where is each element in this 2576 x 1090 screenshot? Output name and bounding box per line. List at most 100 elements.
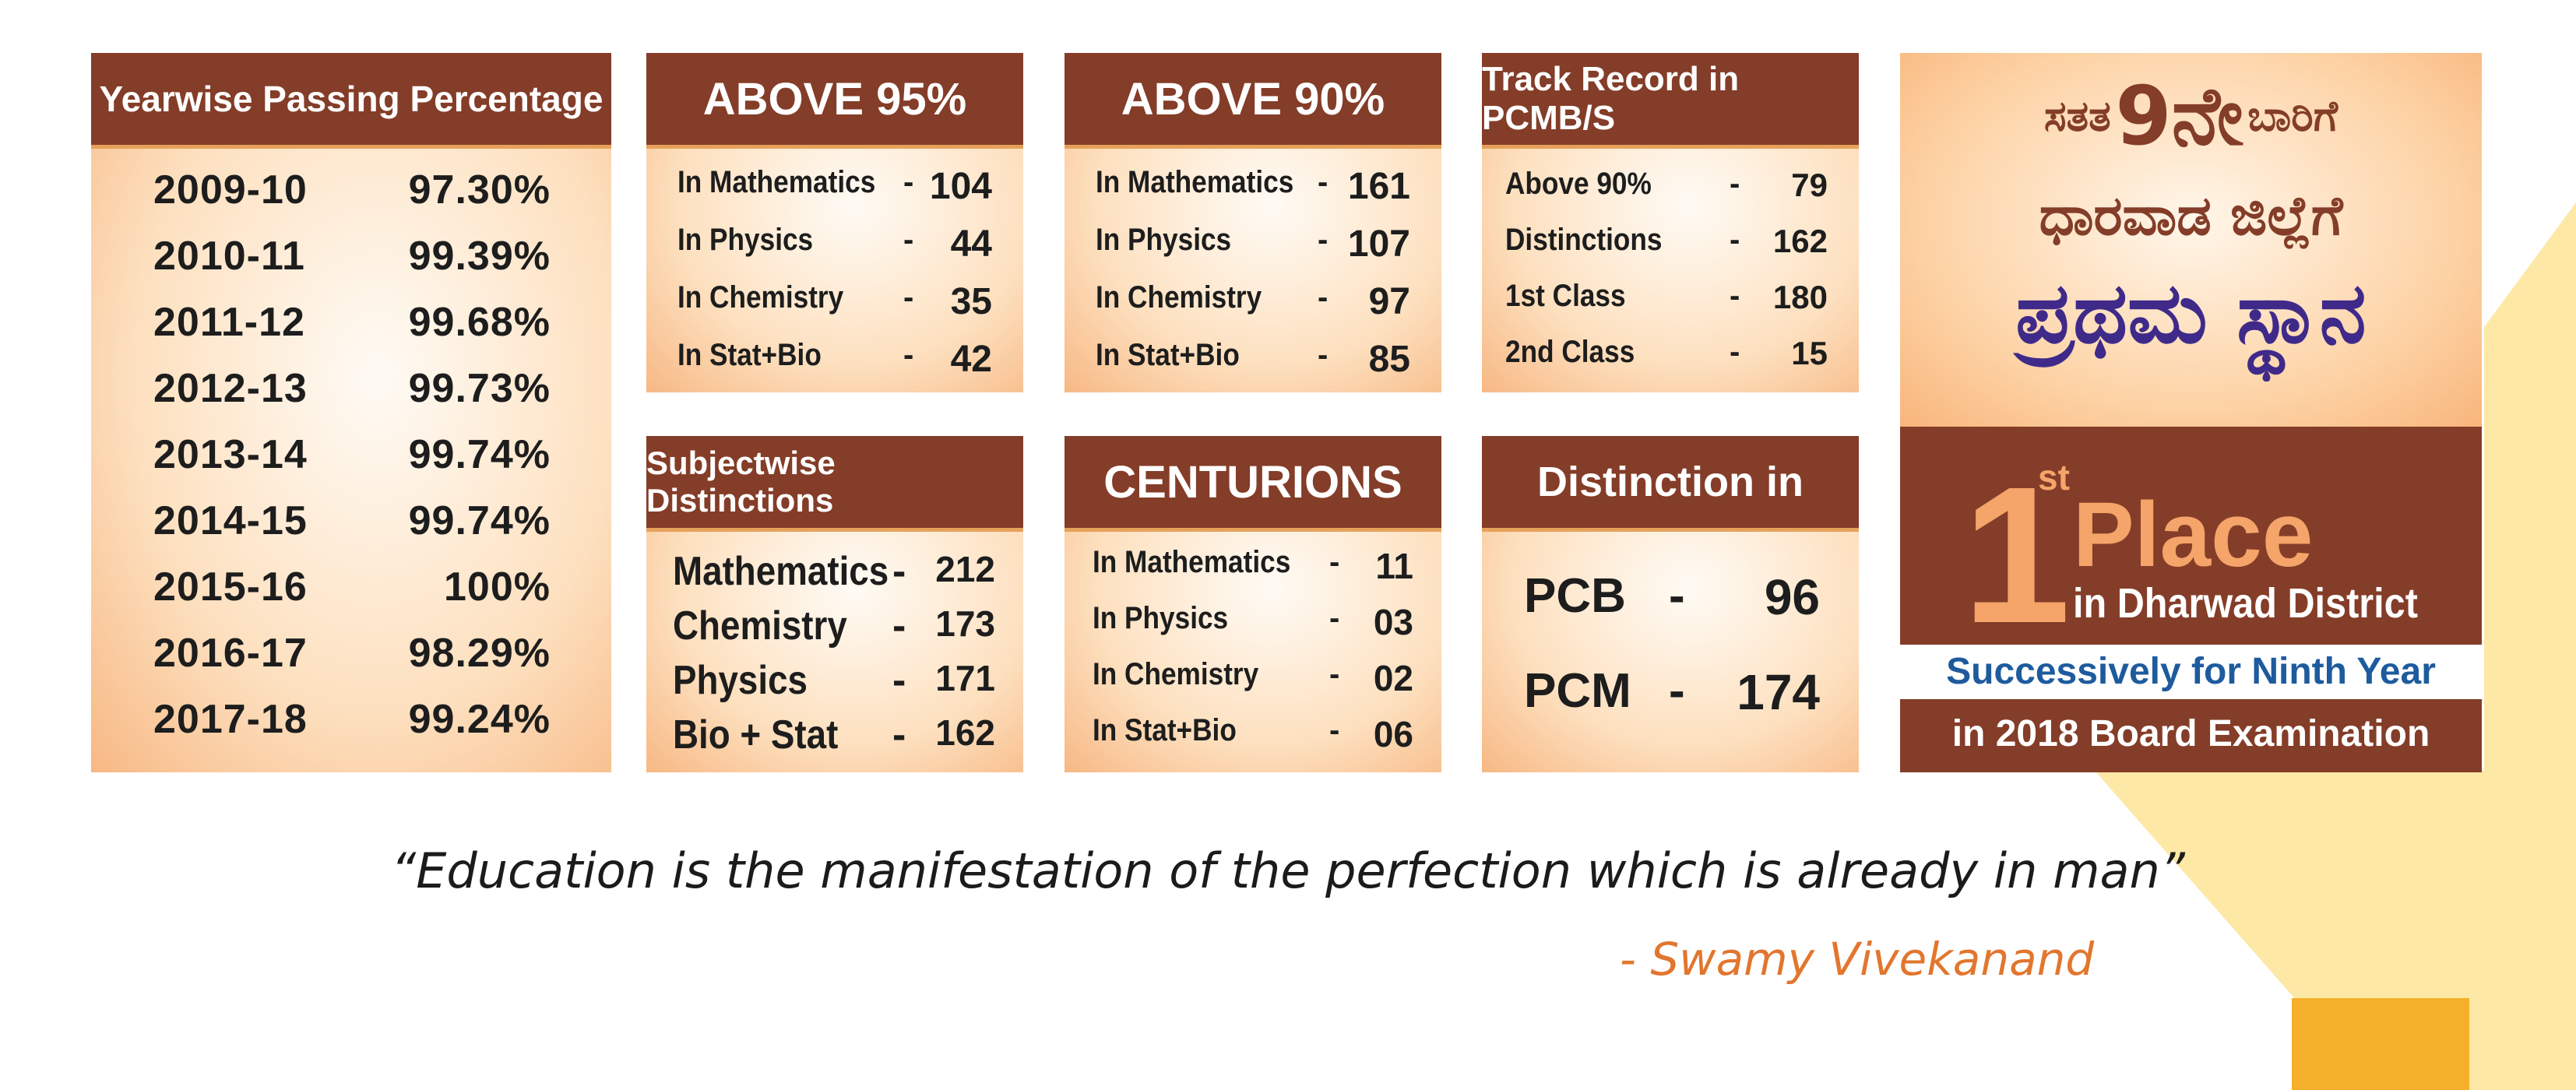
subjectwise-row: Mathematics -212 <box>646 548 1023 603</box>
row-dash: - <box>1669 664 1685 718</box>
kannada-line-1: ಸತತ 9ನೇ ಬಾರಿಗೆ <box>2043 69 2338 164</box>
track-row: 2nd Class - 15 <box>1482 335 1859 391</box>
year-row: 2017-18 99.24% <box>153 697 551 742</box>
track-row: Above 90% - 79 <box>1482 167 1859 223</box>
row-label: In Mathematics <box>1096 165 1294 199</box>
row-dash: - <box>892 603 906 649</box>
row-value: 212 <box>935 549 995 589</box>
row-dash: - <box>903 280 914 315</box>
quote-author: - Swamy Vivekanand <box>1620 933 2095 986</box>
row-label: Bio + Stat <box>673 712 839 758</box>
kannada-line-2: ಧಾರವಾಡ ಜಿಲ್ಲೆಗೆ <box>2039 184 2343 248</box>
row-label: Above 90% <box>1505 167 1652 201</box>
first-place-banner: 1 st Place in Dharwad District Successiv… <box>1900 427 2482 772</box>
row-label: In Chemistry <box>1096 280 1262 315</box>
track-record-card: Track Record in PCMB/S <box>1482 53 1859 392</box>
above-95-card: ABOVE 95% <box>646 53 1023 392</box>
centurions-row: In Chemistry -02 <box>1065 657 1441 713</box>
subjectwise-title: Subjectwise Distinctions <box>646 436 1023 532</box>
row-label: Chemistry <box>673 603 847 649</box>
row-dash: - <box>1730 167 1740 201</box>
kannada-banner: ಸತತ 9ನೇ ಬಾರಿಗೆ ಧಾರವಾಡ ಜಿಲ್ಲೆಗೆ ಪ್ರಥಮ ಸ್ಥ… <box>1900 53 2482 427</box>
quote-text: “Education is the manifestation of the p… <box>391 842 2185 899</box>
year-row: 2015-16 100% <box>153 564 551 610</box>
row-value: 96 <box>1764 569 1820 625</box>
row-dash: - <box>1329 713 1340 747</box>
row-label: 2nd Class <box>1505 335 1635 369</box>
row-dash: - <box>1730 335 1740 369</box>
subjectwise-row: Physics -171 <box>646 657 1023 712</box>
year-row: 2013-14 99.74% <box>153 432 551 477</box>
row-dash: - <box>903 223 914 257</box>
distinction-card: Distinction in <box>1482 436 1859 772</box>
centurions-row: In Mathematics - 11 <box>1065 545 1441 601</box>
row-label: Distinctions <box>1505 223 1663 257</box>
row-label: In Mathematics <box>1093 545 1291 579</box>
centurions-title: CENTURIONS <box>1065 436 1441 532</box>
district-text: in Dharwad District <box>2073 580 2418 627</box>
year-row: 2010-11 99.39% <box>153 234 551 279</box>
row-label: Physics <box>673 658 808 703</box>
row-value: 161 <box>1347 166 1410 207</box>
row-dash: - <box>1318 223 1328 257</box>
row-value: 174 <box>1737 664 1820 720</box>
row-value: 11 <box>1375 546 1413 586</box>
above-95-title: ABOVE 95% <box>646 53 1023 149</box>
first-number: 1 <box>1962 446 2071 663</box>
row-label: In Physics <box>1093 601 1229 635</box>
row-value: 162 <box>935 712 995 753</box>
row-dash: - <box>1318 165 1328 199</box>
row-label: In Physics <box>1096 223 1232 257</box>
track-row: Distinctions -162 <box>1482 223 1859 279</box>
row-value: 97 <box>1368 281 1410 322</box>
track-record-title: Track Record in PCMB/S <box>1482 53 1859 149</box>
above95-row: In Physics - 44 <box>646 223 1023 280</box>
row-label: In Chemistry <box>677 280 844 315</box>
row-dash: - <box>1329 657 1340 691</box>
row-dash: - <box>903 338 914 372</box>
row-dash: - <box>1669 569 1685 623</box>
yearwise-title: Yearwise Passing Percentage <box>91 53 611 149</box>
kannada-line-3: ಪ್ರಥಮ ಸ್ಥಾನ <box>2015 265 2367 362</box>
above95-row: In Chemistry - 35 <box>646 280 1023 338</box>
row-label: In Chemistry <box>1093 657 1259 691</box>
row-value: 79 <box>1791 167 1828 203</box>
row-dash: - <box>892 712 906 758</box>
distinction-row: PCB - 96 <box>1482 568 1859 663</box>
above95-row: In Mathematics -104 <box>646 165 1023 223</box>
row-dash: - <box>1318 280 1328 315</box>
yellow-diagonal-shape <box>2095 202 2576 1090</box>
row-value: 42 <box>950 339 992 380</box>
place-word: Place <box>2073 483 2314 586</box>
row-dash: - <box>1329 545 1340 579</box>
row-dash: - <box>903 165 914 199</box>
year-row: 2012-13 99.73% <box>153 366 551 411</box>
row-value: 85 <box>1368 339 1410 380</box>
above90-row: In Mathematics -161 <box>1065 165 1441 223</box>
centurions-row: In Stat+Bio -06 <box>1065 713 1441 769</box>
first-suffix: st <box>2038 457 2070 498</box>
row-dash: - <box>1318 338 1328 372</box>
above90-row: In Physics -107 <box>1065 223 1441 280</box>
above95-row: In Stat+Bio - 42 <box>646 338 1023 396</box>
gold-corner-block <box>2292 998 2469 1090</box>
row-label: PCM <box>1524 664 1631 718</box>
subjectwise-row: Chemistry -173 <box>646 603 1023 657</box>
distinction-row: PCM -174 <box>1482 663 1859 758</box>
row-label: In Stat+Bio <box>1096 338 1240 372</box>
row-label: Mathematics <box>673 549 889 594</box>
row-dash: - <box>892 549 906 594</box>
row-value: 06 <box>1373 714 1413 754</box>
row-label: 1st Class <box>1505 279 1626 313</box>
row-dash: - <box>1730 223 1740 257</box>
row-dash: - <box>892 658 906 703</box>
row-label: In Stat+Bio <box>677 338 822 372</box>
row-value: 35 <box>950 281 992 322</box>
row-value: 44 <box>950 223 992 265</box>
subjectwise-row: Bio + Stat -162 <box>646 712 1023 766</box>
yearwise-card: Yearwise Passing Percentage 2009-10 97.30… <box>91 53 611 772</box>
subjectwise-card: Subjectwise Distinctions <box>646 436 1023 772</box>
above90-row: In Stat+Bio - 85 <box>1065 338 1441 396</box>
row-label: In Physics <box>677 223 814 257</box>
